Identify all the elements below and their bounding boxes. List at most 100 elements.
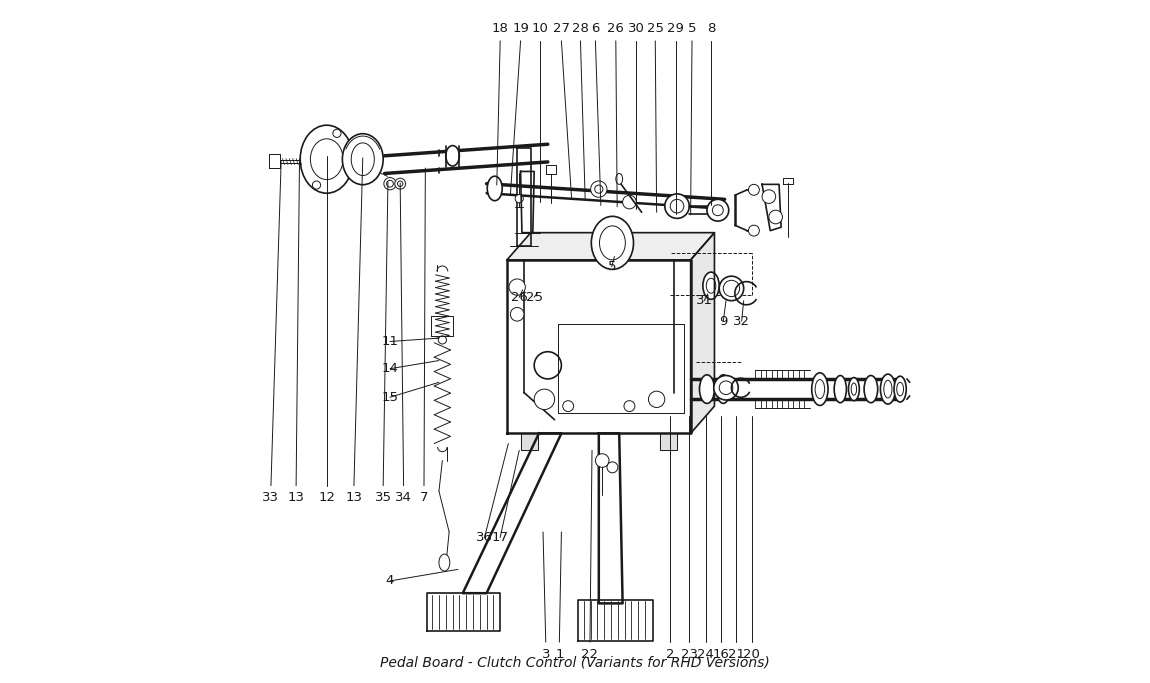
Text: 13: 13 (345, 492, 362, 505)
Circle shape (723, 280, 739, 296)
Text: 27: 27 (553, 22, 570, 35)
Text: 21: 21 (728, 648, 745, 661)
Text: 8: 8 (707, 22, 715, 35)
Circle shape (394, 178, 406, 189)
Circle shape (719, 381, 733, 395)
Text: 12: 12 (319, 492, 335, 505)
Circle shape (515, 195, 523, 203)
Polygon shape (599, 433, 622, 603)
Polygon shape (507, 233, 714, 260)
Ellipse shape (849, 378, 859, 401)
Ellipse shape (716, 375, 730, 404)
Circle shape (749, 184, 759, 195)
Circle shape (624, 401, 635, 412)
Circle shape (313, 181, 321, 189)
Polygon shape (762, 184, 781, 231)
Ellipse shape (720, 382, 727, 397)
Text: 6: 6 (591, 22, 599, 35)
Polygon shape (783, 178, 792, 184)
Circle shape (591, 181, 607, 197)
Polygon shape (660, 433, 677, 450)
Circle shape (707, 199, 729, 221)
Polygon shape (427, 593, 500, 630)
Text: 36: 36 (476, 531, 493, 544)
Circle shape (535, 352, 561, 379)
Text: 33: 33 (262, 492, 279, 505)
Text: 32: 32 (734, 315, 750, 328)
Circle shape (511, 307, 524, 321)
Circle shape (384, 178, 396, 190)
Text: 5: 5 (688, 22, 696, 35)
Ellipse shape (488, 176, 503, 201)
Circle shape (714, 376, 738, 400)
Text: 9: 9 (719, 315, 728, 328)
Text: 25: 25 (526, 291, 543, 304)
Text: 19: 19 (512, 22, 529, 35)
Circle shape (509, 279, 526, 295)
Polygon shape (269, 154, 279, 168)
Ellipse shape (599, 226, 626, 260)
Ellipse shape (703, 272, 719, 299)
Ellipse shape (343, 134, 383, 184)
Ellipse shape (881, 374, 896, 404)
Ellipse shape (864, 376, 877, 403)
Circle shape (596, 454, 610, 467)
Ellipse shape (851, 383, 857, 395)
Ellipse shape (699, 375, 714, 404)
Text: 30: 30 (628, 22, 645, 35)
Circle shape (535, 389, 554, 410)
Polygon shape (578, 600, 653, 641)
Circle shape (769, 210, 782, 224)
Text: 10: 10 (531, 22, 549, 35)
Circle shape (595, 185, 603, 193)
Ellipse shape (834, 376, 846, 403)
Polygon shape (546, 165, 555, 174)
Circle shape (665, 194, 689, 219)
Text: 23: 23 (681, 648, 698, 661)
Circle shape (762, 190, 775, 204)
Polygon shape (431, 316, 453, 336)
Ellipse shape (815, 380, 825, 399)
Ellipse shape (897, 382, 904, 396)
Ellipse shape (591, 217, 634, 269)
Circle shape (670, 199, 684, 213)
Text: 11: 11 (382, 335, 399, 348)
Ellipse shape (310, 139, 343, 180)
Text: 4: 4 (385, 574, 394, 587)
Text: 22: 22 (582, 648, 598, 661)
Circle shape (438, 336, 446, 344)
Text: 13: 13 (288, 492, 305, 505)
Text: 5: 5 (607, 260, 616, 273)
Text: 26: 26 (607, 22, 624, 35)
Text: 15: 15 (382, 391, 399, 404)
Polygon shape (462, 433, 561, 593)
Ellipse shape (439, 554, 450, 571)
Ellipse shape (351, 143, 375, 176)
Ellipse shape (300, 125, 353, 193)
Polygon shape (521, 171, 535, 233)
Polygon shape (518, 148, 531, 247)
Circle shape (398, 181, 402, 186)
Ellipse shape (894, 376, 906, 402)
Circle shape (607, 462, 618, 473)
Text: 29: 29 (667, 22, 684, 35)
Circle shape (332, 129, 342, 137)
Circle shape (562, 401, 574, 412)
Text: 14: 14 (382, 362, 398, 375)
Text: 25: 25 (646, 22, 664, 35)
Text: 1: 1 (555, 648, 563, 661)
Text: 7: 7 (420, 492, 428, 505)
Circle shape (749, 225, 759, 236)
Text: 26: 26 (511, 291, 528, 304)
Circle shape (386, 180, 393, 187)
Text: 3: 3 (542, 648, 550, 661)
Text: 18: 18 (492, 22, 508, 35)
Text: 24: 24 (697, 648, 714, 661)
Polygon shape (521, 433, 537, 450)
Ellipse shape (615, 173, 622, 184)
Circle shape (712, 205, 723, 216)
Ellipse shape (884, 380, 892, 398)
Text: 28: 28 (572, 22, 589, 35)
Text: 2: 2 (666, 648, 675, 661)
Text: 35: 35 (375, 492, 392, 505)
